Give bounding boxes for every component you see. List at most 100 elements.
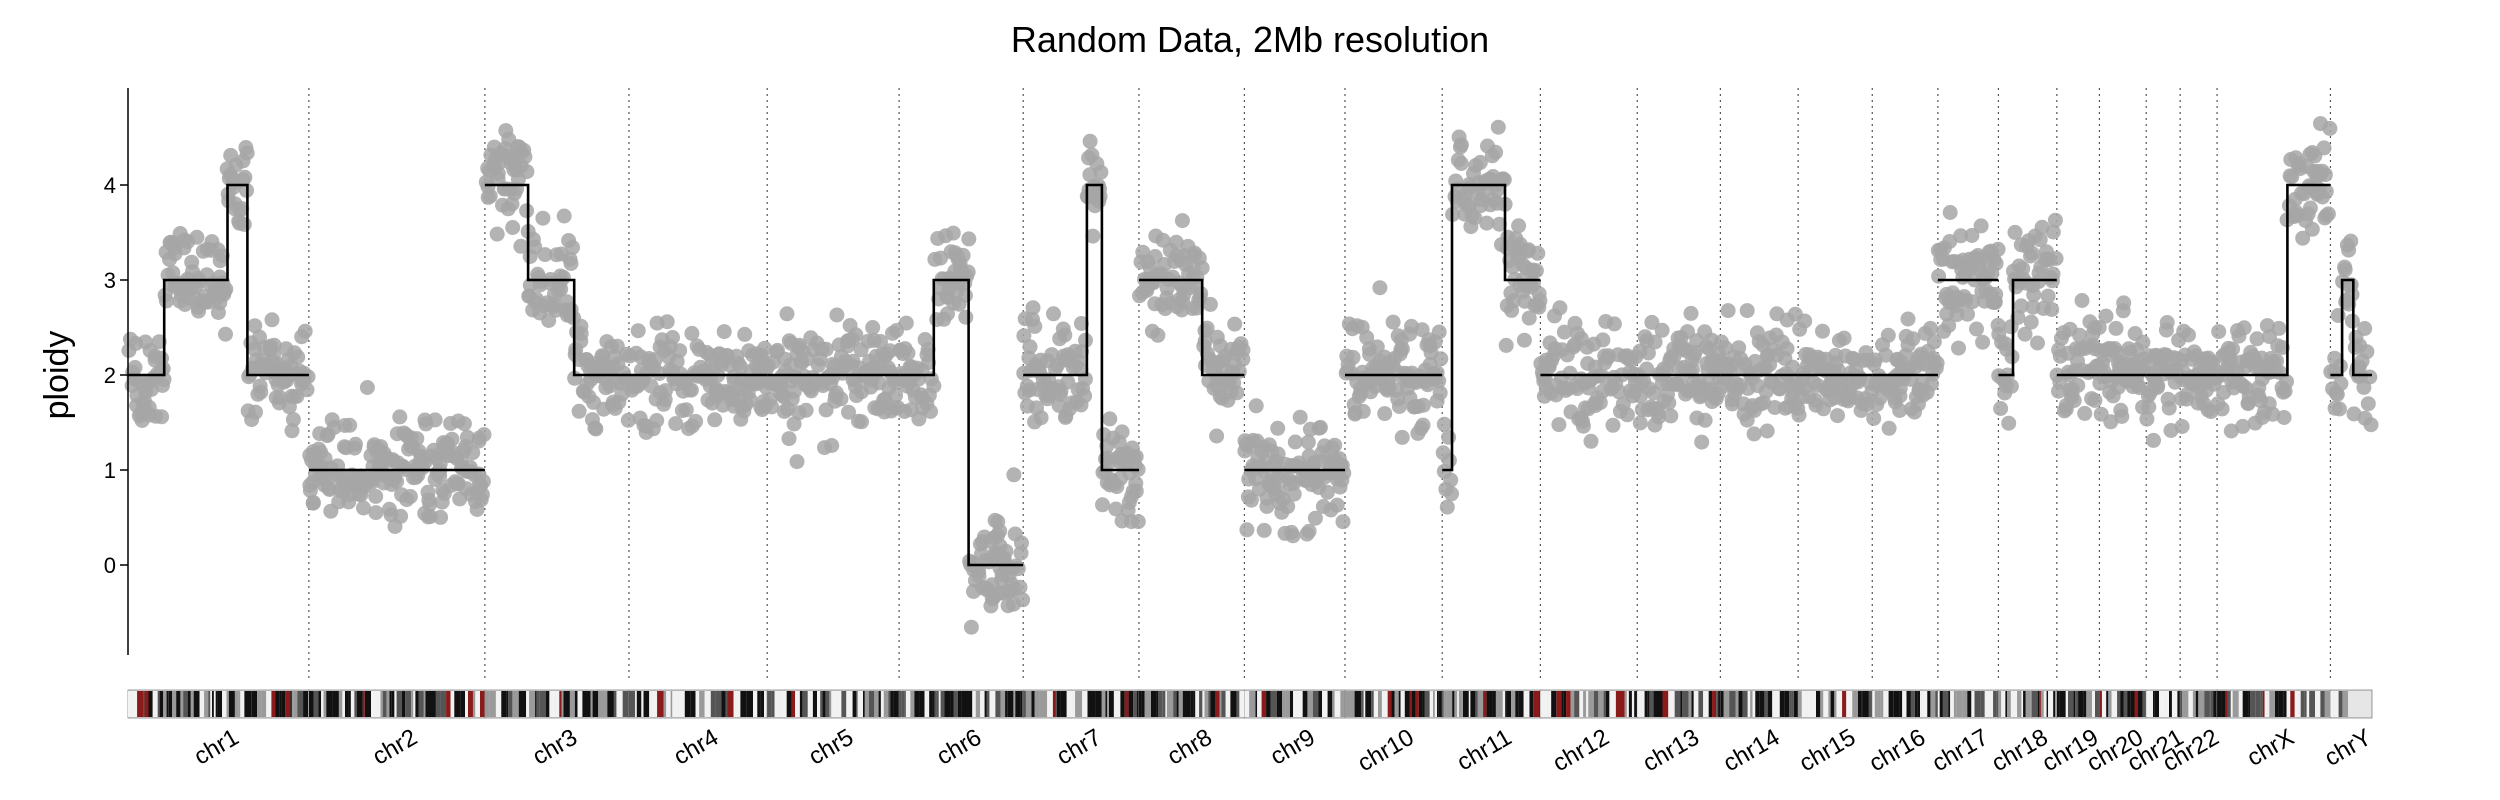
data-point [1866, 356, 1882, 372]
ideogram-band [2021, 691, 2024, 717]
data-point [2322, 120, 2338, 136]
ideogram-band [810, 691, 813, 717]
ideogram-band [163, 691, 167, 717]
ideogram-band [1561, 691, 1564, 717]
ideogram-band [1468, 691, 1471, 717]
data-point [2150, 378, 2166, 394]
data-point [1006, 467, 1022, 483]
ideogram-band [1139, 691, 1142, 717]
ideogram-band [1276, 691, 1283, 717]
ideogram-band [1215, 691, 1220, 717]
ideogram-band [1415, 691, 1419, 717]
data-point [2332, 401, 2347, 417]
ideogram-band [1500, 691, 1503, 717]
ideogram-band [480, 691, 485, 717]
data-point [841, 404, 856, 420]
ideogram-band [965, 691, 973, 717]
ideogram-band [226, 691, 229, 717]
ideogram-band [128, 691, 133, 717]
data-point [1355, 403, 1371, 419]
chromosome-ideogram [2056, 689, 2100, 719]
ideogram-band [1165, 691, 1167, 717]
ideogram-band [1583, 691, 1587, 717]
x-axis-tick-labels: chr1 chr2 chr3 chr4 chr5 chr6 chr7 chr8 chr9 chr1… [189, 724, 2376, 777]
data-point [1785, 359, 1801, 375]
ideogram-band [261, 691, 267, 717]
ideogram-band [1579, 691, 1584, 717]
y-tick-label: 2 [104, 363, 116, 388]
ideogram-band [279, 691, 282, 717]
chromosome-label-chr17: chr17 [1928, 724, 1994, 777]
data-point [2072, 327, 2088, 343]
data-point [1453, 137, 1469, 153]
ideogram-band [290, 691, 292, 717]
chromosome-ideogram [1937, 689, 1999, 719]
ideogram-band [356, 691, 363, 717]
ideogram-band [1691, 691, 1694, 717]
ideogram-band [435, 691, 441, 717]
data-point [1335, 514, 1351, 530]
chromosome-ideogram [1539, 689, 1638, 719]
ideogram-band [454, 691, 461, 717]
ideogram-band [980, 691, 985, 717]
ideogram-band [1345, 691, 1350, 717]
ideogram-band [695, 691, 700, 717]
data-point [427, 412, 443, 428]
data-point [1791, 407, 1807, 423]
ideogram-band [989, 691, 996, 717]
data-point [1432, 385, 1448, 401]
data-point [154, 409, 170, 425]
data-point [2098, 308, 2114, 324]
data-point [1433, 351, 1449, 367]
data-point [2223, 423, 2239, 439]
data-point [1077, 388, 1093, 404]
data-point [248, 404, 263, 420]
ideogram-band [2355, 691, 2361, 717]
ideogram-band [938, 691, 941, 717]
chromosome-label-chr2: chr2 [368, 724, 422, 771]
ploidy-segment-line [1023, 183, 1139, 472]
ideogram-band [613, 691, 617, 717]
ideogram-band [2048, 691, 2054, 717]
data-point [1073, 316, 1089, 331]
ideogram-band [699, 691, 705, 717]
ideogram-band [2315, 691, 2321, 717]
ideogram-band [446, 691, 451, 717]
data-point [2048, 251, 2064, 266]
data-point [1880, 327, 1896, 343]
ideogram-band [154, 691, 158, 717]
ideogram-band [1225, 691, 1231, 717]
data-point [1993, 401, 2009, 416]
data-point [402, 489, 418, 504]
ideogram-band [944, 691, 951, 717]
ideogram-band [1354, 691, 1362, 717]
ideogram-band [2188, 691, 2193, 717]
ideogram-band [880, 691, 884, 717]
ideogram-band [244, 691, 250, 717]
ideogram-band [760, 691, 765, 717]
data-point [1746, 426, 1762, 442]
chromosome-label-chr4: chr4 [669, 724, 723, 771]
ideogram-band [1703, 691, 1709, 717]
ideogram-band [2078, 691, 2084, 717]
ideogram-band [506, 691, 509, 717]
ideogram-band [2068, 691, 2074, 717]
ideogram-band [2159, 691, 2166, 717]
data-point [945, 225, 961, 241]
data-point [1866, 410, 1882, 426]
ideogram-band [518, 691, 524, 717]
ideogram-band [1219, 691, 1222, 717]
ideogram-band [1409, 691, 1412, 717]
ideogram-band [1296, 691, 1303, 717]
ideogram-band [1615, 691, 1621, 717]
ideogram-band [2330, 691, 2334, 717]
ideogram-band [2177, 691, 2181, 717]
ideogram-band [1791, 691, 1794, 717]
ideogram-band [1072, 691, 1075, 717]
ideogram-band [1182, 691, 1187, 717]
data-point [1892, 403, 1908, 418]
ideogram-band [1742, 691, 1748, 717]
ideogram-band [1166, 691, 1174, 717]
ideogram-band [636, 691, 642, 717]
ideogram-band [159, 691, 164, 717]
